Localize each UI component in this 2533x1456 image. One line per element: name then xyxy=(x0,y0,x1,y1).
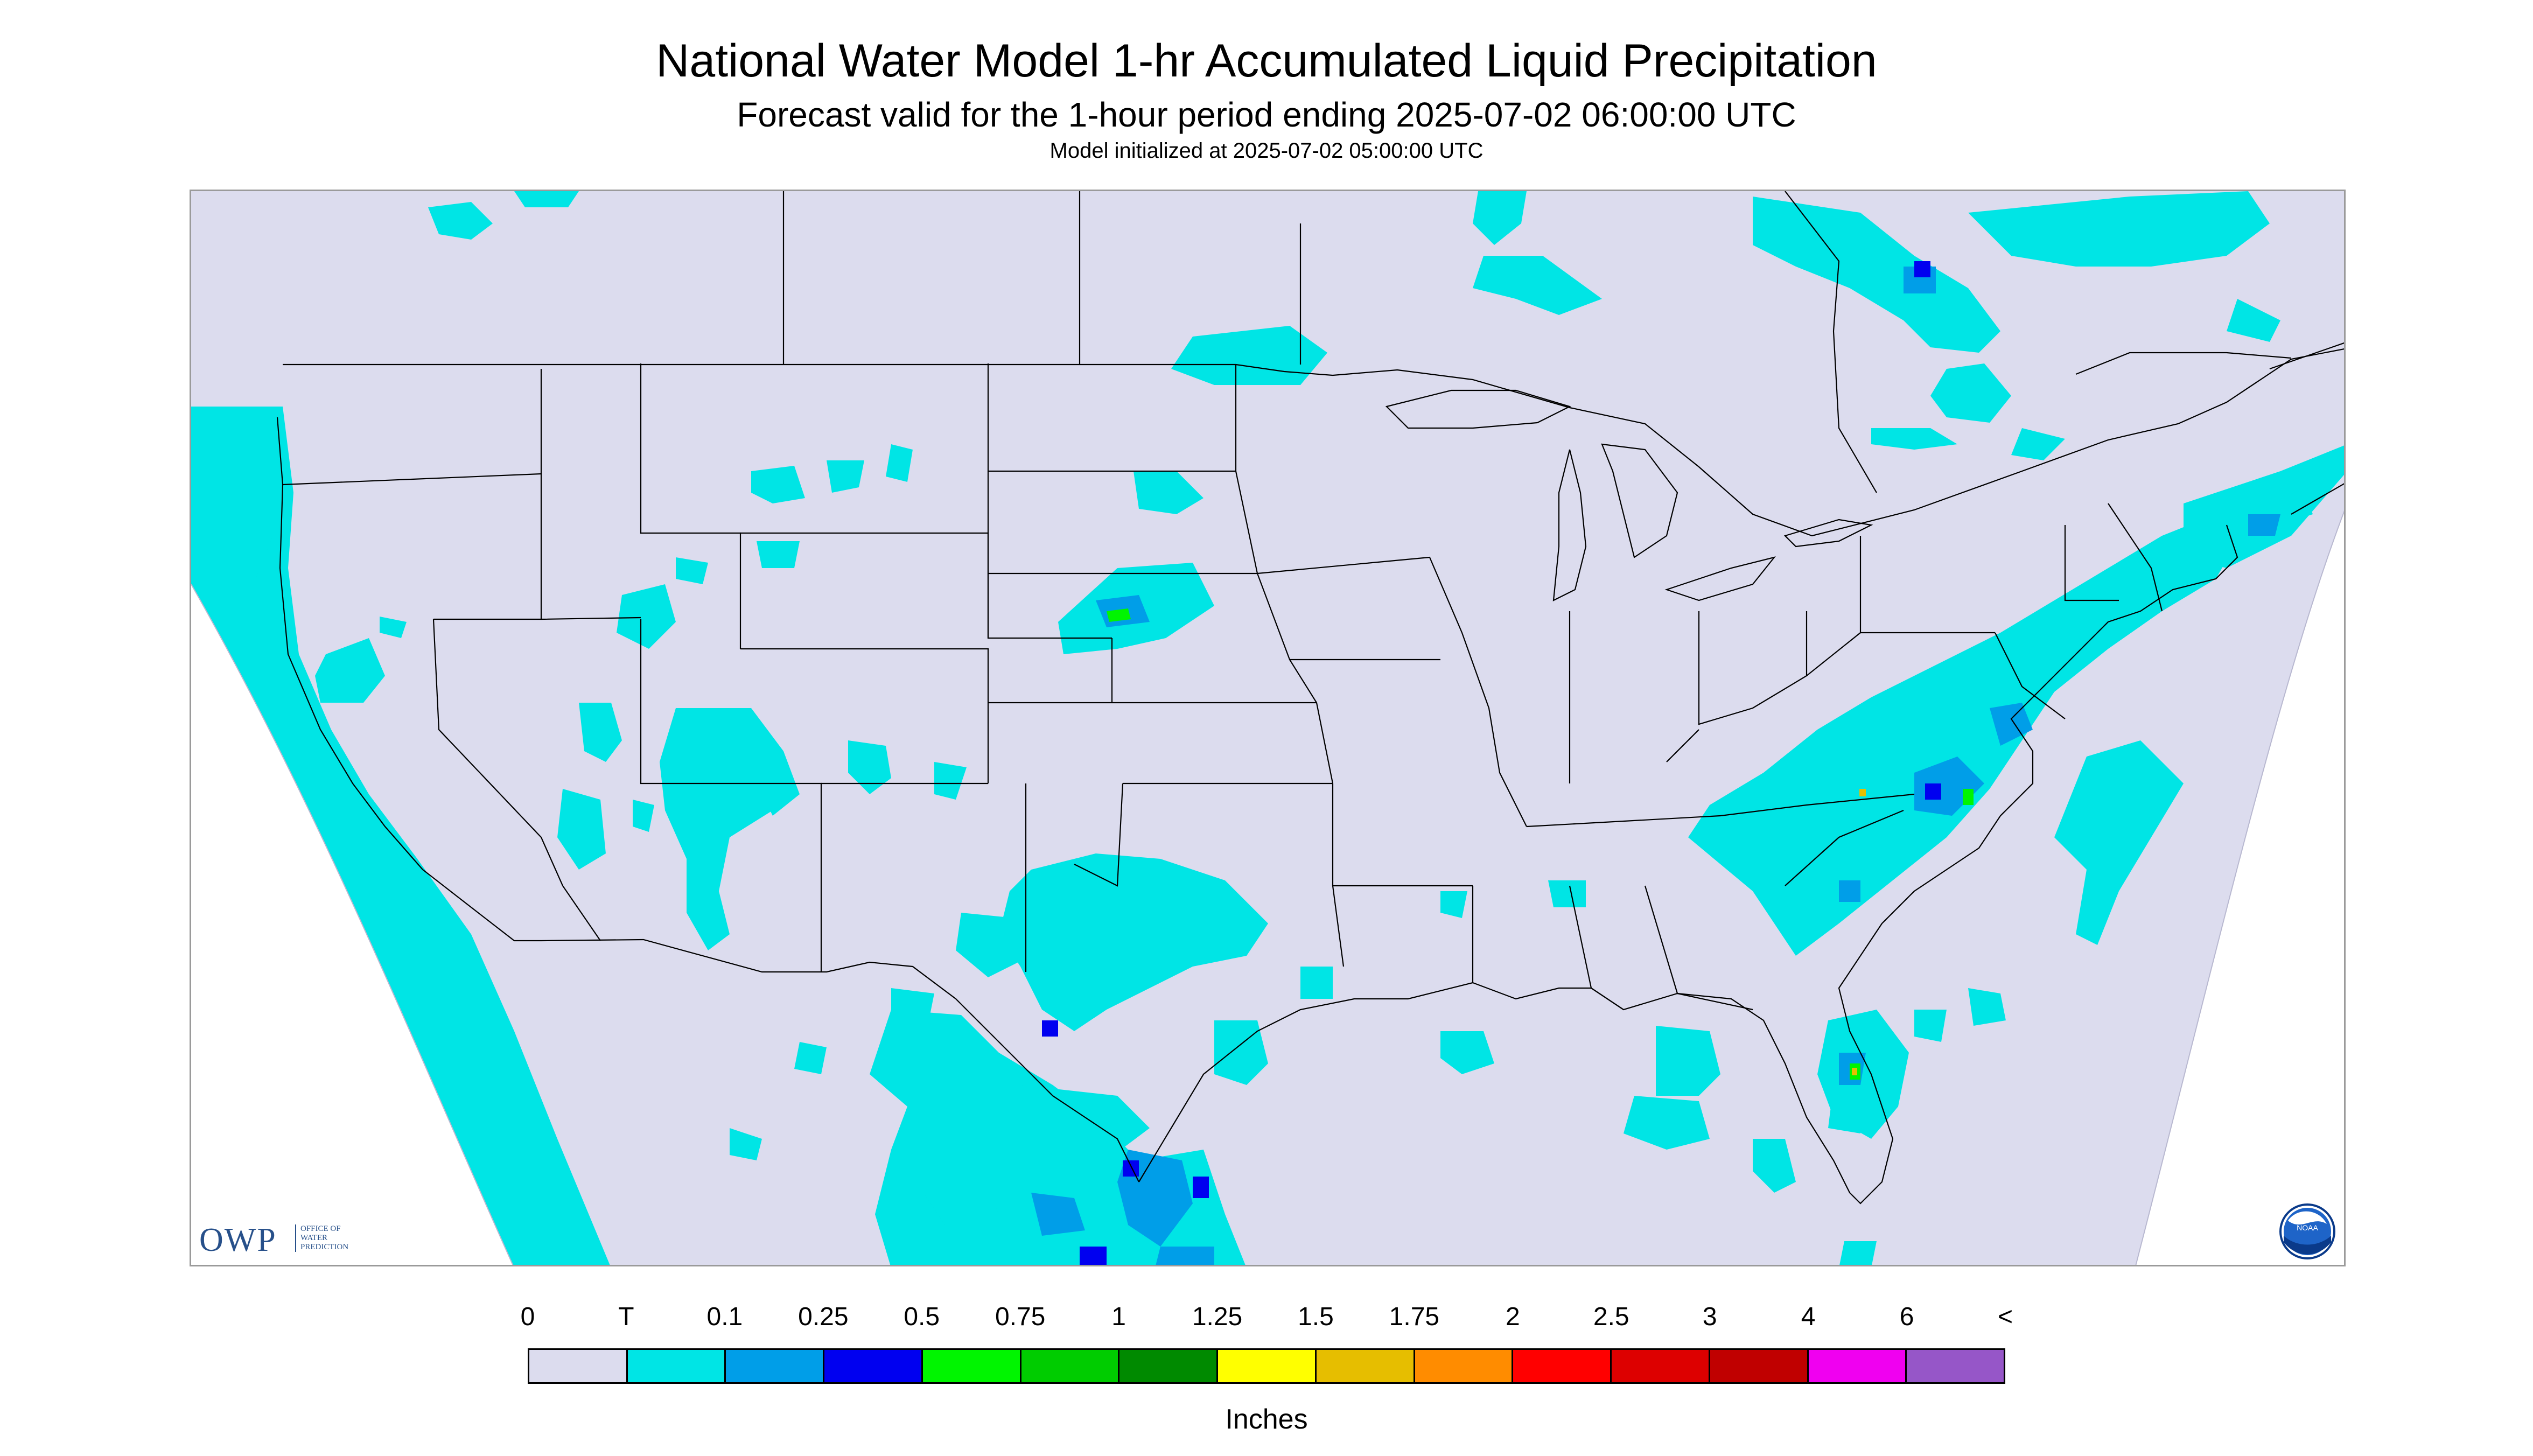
noaa-logo-icon: NOAA xyxy=(2279,1203,2335,1259)
lake-superior xyxy=(1385,389,1571,429)
forecast-valid-subtitle: Forecast valid for the 1-hour period end… xyxy=(737,95,1796,134)
legend-swatch xyxy=(1513,1350,1612,1382)
legend-tick-label: < xyxy=(1997,1303,2013,1331)
precipitation-map: NOAA xyxy=(190,190,2346,1266)
precip-moderate-areas xyxy=(1107,608,1974,1080)
owp-logo: OWP OFFICE OF WATER PREDICTION xyxy=(199,1221,366,1259)
legend-colorbar xyxy=(528,1348,2005,1384)
lake-erie xyxy=(1664,556,1776,601)
legend-swatch xyxy=(1316,1350,1415,1382)
legend-swatch xyxy=(726,1350,825,1382)
legend-tick-label: 0 xyxy=(520,1303,535,1331)
lake-ontario xyxy=(1783,519,1873,548)
legend-tick-label: 1.75 xyxy=(1389,1303,1440,1331)
pacific-coast xyxy=(276,417,541,942)
gulf-coast xyxy=(1138,955,1894,1205)
domain-edge xyxy=(191,510,2344,1265)
legend-swatch xyxy=(1021,1350,1120,1382)
legend-units: Inches xyxy=(1225,1404,1308,1435)
legend-tick-label: 2 xyxy=(1505,1303,1520,1331)
precip-trace-areas xyxy=(191,191,2344,1265)
legend-tick-label: 6 xyxy=(1899,1303,1914,1331)
legend-tick-label: 0.5 xyxy=(904,1303,940,1331)
owp-logo-line-2: WATER xyxy=(300,1234,327,1242)
legend-tick-label: 4 xyxy=(1801,1303,1816,1331)
legend-swatch xyxy=(627,1350,726,1382)
legend-swatch xyxy=(529,1350,628,1382)
map-domain xyxy=(191,191,2344,1265)
boundary-lines xyxy=(276,191,2344,1205)
legend-swatch xyxy=(1415,1350,1514,1382)
us-canada-border xyxy=(283,348,2344,537)
lake-huron xyxy=(1601,443,1678,558)
legend-tick-label: 1.5 xyxy=(1298,1303,1334,1331)
atlantic-coast xyxy=(1860,524,2238,956)
map-title: National Water Model 1-hr Accumulated Li… xyxy=(656,35,1877,87)
noaa-logo-text: NOAA xyxy=(2297,1223,2318,1232)
model-init-text: Model initialized at 2025-07-02 05:00:00… xyxy=(1049,139,1484,163)
legend-labels: 0 T 0.1 0.25 0.5 0.75 1 1.25 1.5 1.75 2 2.5 3 4 6 < xyxy=(0,1302,2533,1334)
legend-swatch xyxy=(922,1350,1021,1382)
pacific-precip-band-2 xyxy=(191,407,288,579)
legend-swatch xyxy=(1218,1350,1317,1382)
legend-tick-label: 0.1 xyxy=(706,1303,743,1331)
pacific-precip-band xyxy=(191,407,610,1265)
owp-logo-line-3: PREDICTION xyxy=(300,1243,349,1251)
us-mexico-border xyxy=(541,939,1139,1182)
legend-swatch xyxy=(1710,1350,1809,1382)
legend-tick-label: 1 xyxy=(1111,1303,1126,1331)
legend-swatch xyxy=(1612,1350,1710,1382)
precip-heavy-areas xyxy=(1042,261,1941,1265)
owp-logo-line-1: OFFICE OF xyxy=(300,1224,341,1233)
legend-tick-label: 1.25 xyxy=(1192,1303,1243,1331)
legend-tick-label: 0.75 xyxy=(995,1303,1046,1331)
legend-tick-label: 3 xyxy=(1702,1303,1717,1331)
owp-logo-mark: OWP xyxy=(199,1222,277,1258)
legend-swatch xyxy=(1808,1350,1907,1382)
map-svg: NOAA xyxy=(191,191,2344,1265)
lake-michigan xyxy=(1552,449,1587,601)
legend-tick-label: 2.5 xyxy=(1593,1303,1629,1331)
legend-swatch xyxy=(824,1350,923,1382)
legend-swatch xyxy=(1119,1350,1219,1382)
legend-swatch xyxy=(1907,1350,2004,1382)
legend-tick-label: T xyxy=(618,1303,634,1331)
owp-logo-text: OFFICE OF WATER PREDICTION xyxy=(295,1224,376,1252)
legend-tick-label: 0.25 xyxy=(798,1303,849,1331)
precip-intense-areas xyxy=(1852,789,1866,1075)
